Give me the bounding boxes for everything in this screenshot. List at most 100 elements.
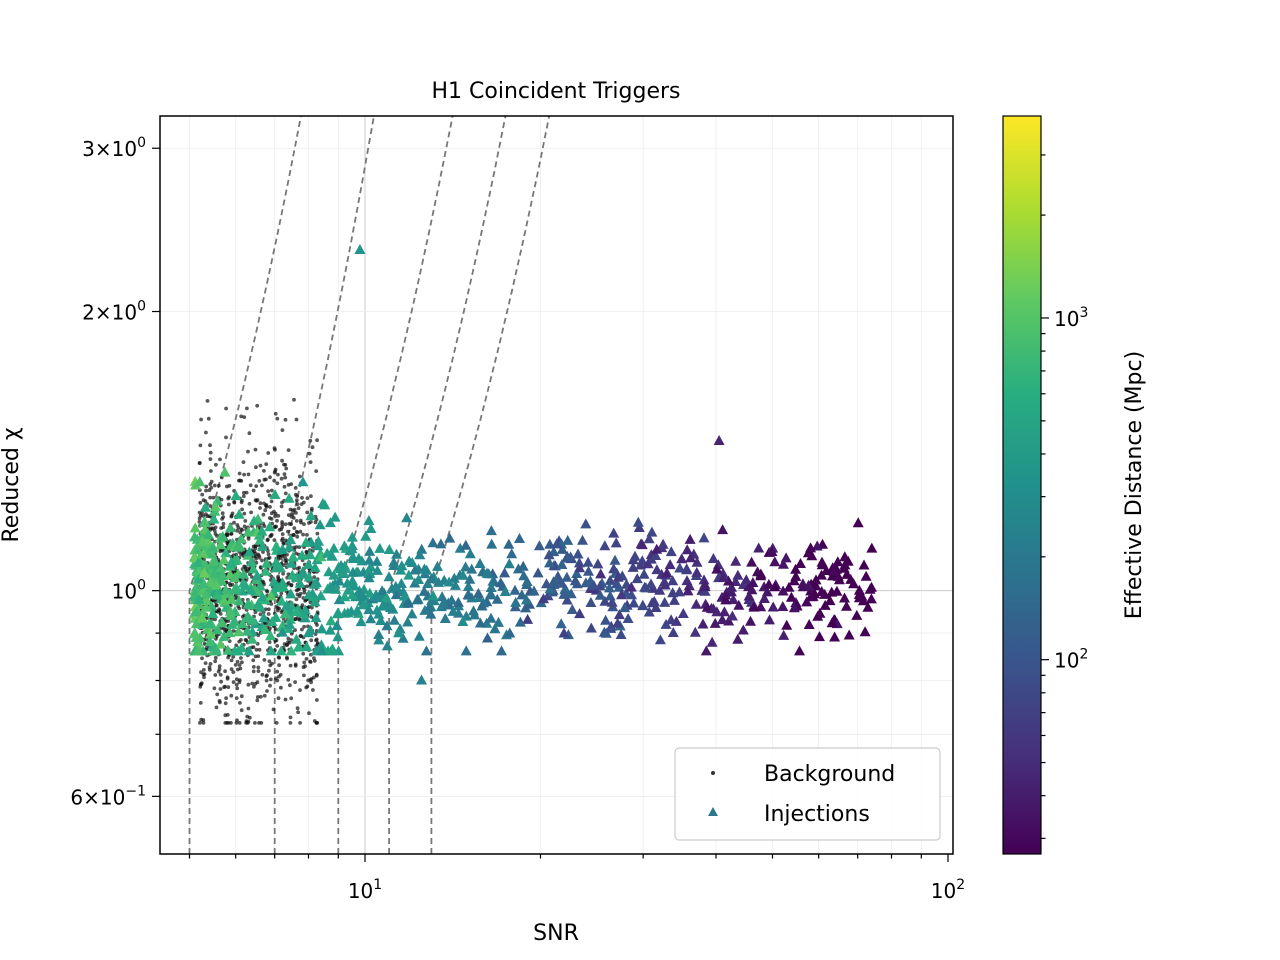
- background-point: [265, 673, 269, 678]
- background-point: [267, 668, 271, 673]
- background-point: [283, 491, 288, 496]
- background-point: [288, 715, 293, 720]
- background-point: [303, 599, 308, 603]
- injection-point: [316, 623, 328, 634]
- background-point: [271, 707, 276, 712]
- injection-point: [294, 577, 306, 588]
- background-point: [214, 705, 219, 710]
- injection-point: [230, 490, 242, 501]
- injection-point: [347, 566, 359, 577]
- background-point: [239, 414, 244, 419]
- background-point: [213, 655, 218, 660]
- background-point: [245, 714, 250, 719]
- injection-point: [561, 571, 573, 582]
- injection-point: [248, 515, 260, 526]
- injection-point: [304, 624, 316, 635]
- injection-point: [246, 556, 257, 567]
- background-point: [242, 415, 247, 419]
- injection-point: [331, 620, 343, 630]
- injection-point: [380, 592, 392, 603]
- injection-point: [225, 557, 237, 568]
- injection-point: [256, 525, 268, 536]
- injection-point: [449, 579, 461, 590]
- legend-injections-label: Injections: [764, 802, 870, 827]
- injection-point: [313, 535, 324, 546]
- injection-point: [697, 618, 709, 629]
- injection-point: [659, 596, 671, 607]
- injection-point: [592, 558, 604, 569]
- y-tick-label: 100: [112, 578, 146, 604]
- background-point: [224, 696, 229, 700]
- injection-point: [200, 601, 212, 612]
- injection-point: [843, 629, 855, 640]
- background-point: [257, 647, 262, 652]
- injection-point: [556, 543, 568, 554]
- background-point: [218, 672, 223, 677]
- background-point: [208, 504, 213, 508]
- background-point: [286, 636, 291, 641]
- injection-point: [612, 571, 624, 582]
- injection-point: [200, 588, 212, 599]
- background-point: [299, 520, 303, 525]
- injection-point: [208, 513, 220, 524]
- background-point: [309, 638, 314, 643]
- background-point: [302, 624, 306, 629]
- injection-point: [435, 538, 447, 549]
- injection-point: [628, 597, 640, 608]
- background-point: [198, 721, 202, 725]
- background-point: [308, 438, 313, 443]
- injection-point: [383, 571, 395, 582]
- background-point: [295, 530, 300, 535]
- background-point: [273, 627, 278, 631]
- injection-point: [767, 601, 779, 612]
- y-tick-label: 6×10−1: [70, 783, 146, 809]
- injection-point: [732, 633, 744, 644]
- injection-point: [387, 603, 399, 614]
- background-point: [268, 475, 272, 480]
- injection-point: [544, 557, 555, 568]
- injection-point: [469, 609, 481, 620]
- background-point: [307, 711, 311, 716]
- background-point: [258, 694, 263, 699]
- injection-point: [559, 587, 571, 598]
- background-point: [209, 469, 213, 473]
- background-point: [229, 554, 234, 559]
- background-point: [253, 447, 258, 452]
- y-tick-label: 2×100: [82, 299, 146, 325]
- injection-point: [328, 569, 340, 580]
- background-point: [198, 684, 203, 689]
- injection-point: [258, 612, 270, 623]
- background-point: [293, 628, 297, 632]
- background-point: [264, 462, 269, 466]
- colorbar-gradient: [1002, 115, 1042, 855]
- injection-point: [345, 605, 357, 616]
- background-point: [282, 472, 287, 476]
- injection-point: [803, 579, 814, 590]
- background-point: [251, 665, 256, 669]
- injection-point: [585, 597, 597, 607]
- injection-point: [303, 589, 315, 600]
- background-point: [255, 403, 260, 408]
- background-point: [294, 588, 299, 593]
- background-point: [266, 489, 270, 494]
- injection-point: [363, 604, 375, 614]
- background-point: [223, 669, 228, 674]
- background-point: [226, 502, 231, 507]
- injection-point: [219, 466, 231, 477]
- injection-point: [657, 538, 669, 549]
- injection-point: [285, 645, 297, 656]
- injection-point: [485, 582, 497, 592]
- background-point: [276, 472, 280, 477]
- legend: Background Injections: [674, 747, 941, 841]
- injection-point: [625, 581, 637, 592]
- background-point: [201, 721, 206, 725]
- injection-point: [643, 533, 655, 544]
- background-point: [261, 512, 266, 517]
- background-point: [309, 615, 314, 619]
- injection-point: [522, 613, 534, 624]
- background-point: [297, 474, 302, 479]
- injection-point: [224, 522, 236, 533]
- background-point: [208, 482, 213, 487]
- injection-point: [583, 565, 594, 576]
- background-point: [293, 492, 298, 497]
